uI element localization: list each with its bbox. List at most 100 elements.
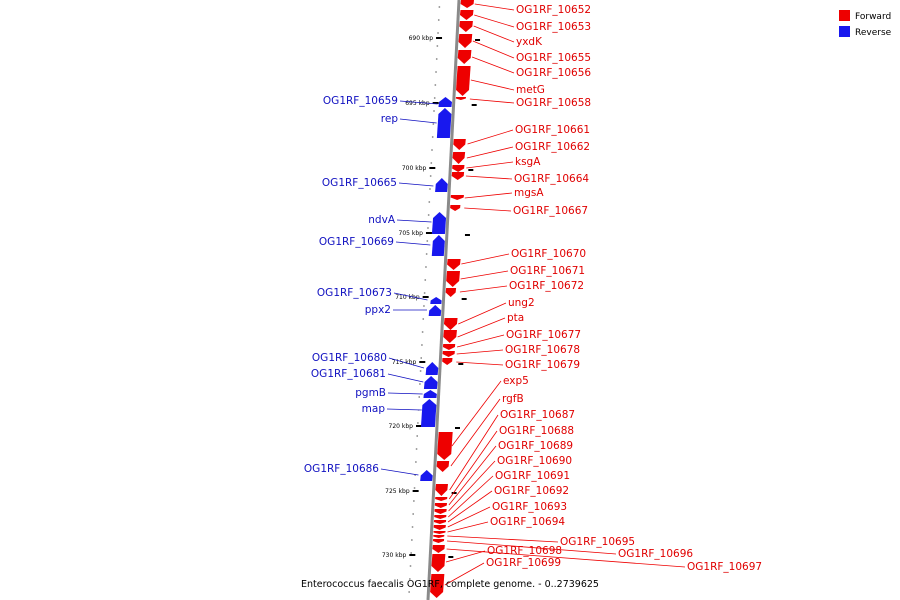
label-leader-forward	[447, 535, 559, 543]
legend-forward-label: Forward	[855, 12, 891, 22]
label-leader-forward	[444, 562, 485, 586]
gene-label-forward: OG1RF_10661	[515, 124, 590, 136]
gene-label-reverse: OG1RF_10686	[304, 463, 379, 475]
gene-forward	[435, 497, 448, 501]
gene-forward	[455, 97, 466, 100]
label-leader-forward	[447, 521, 489, 533]
tick-label: 695 kbp	[405, 100, 430, 107]
gene-forward	[437, 432, 453, 460]
gene-label-forward: OG1RF_10697	[687, 561, 762, 573]
label-leader-forward	[470, 79, 515, 91]
gene-forward	[433, 525, 446, 530]
gene-label-forward: OG1RF_10691	[495, 470, 570, 482]
label-leader-forward	[474, 14, 515, 28]
legend-forward-swatch	[839, 10, 850, 21]
gene-label-reverse: ppx2	[365, 304, 391, 316]
gene-label-forward: OG1RF_10696	[618, 548, 693, 560]
gene-forward	[430, 574, 445, 598]
label-leader-forward	[471, 56, 515, 74]
label-leader-forward	[473, 25, 515, 43]
gene-label-forward: OG1RF_10677	[506, 329, 581, 341]
gene-forward	[456, 66, 471, 96]
gene-label-forward: OG1RF_10658	[516, 97, 591, 109]
gene-label-forward: OG1RF_10690	[497, 455, 572, 467]
gene-forward	[451, 172, 465, 180]
gene-label-forward: OG1RF_10689	[498, 440, 573, 452]
gene-label-forward: rgfB	[502, 393, 524, 405]
gene-label-forward: yxdK	[516, 36, 543, 48]
label-leader-reverse	[393, 292, 428, 301]
label-leader-forward	[466, 161, 514, 169]
gene-forward	[435, 484, 448, 496]
gene-forward	[450, 195, 464, 200]
label-leader-reverse	[386, 408, 422, 411]
gene-forward	[432, 545, 445, 553]
gene-label-forward: OG1RF_10656	[516, 67, 591, 79]
gene-label-reverse: OG1RF_10673	[317, 287, 392, 299]
label-leader-forward	[451, 380, 502, 447]
gene-reverse	[431, 235, 445, 256]
gene-forward	[452, 152, 466, 164]
gene-label-forward: OG1RF_10662	[515, 141, 590, 153]
gene-forward	[433, 520, 447, 524]
gene-forward	[458, 34, 473, 48]
label-leader-forward	[448, 475, 494, 518]
gene-label-reverse: OG1RF_10669	[319, 236, 394, 248]
gene-reverse	[420, 399, 437, 427]
gene-label-forward: ung2	[508, 297, 535, 309]
label-leader-forward	[448, 430, 498, 500]
gene-forward	[433, 531, 446, 534]
label-leader-forward	[447, 490, 493, 523]
gene-forward	[453, 139, 466, 150]
label-leader-reverse	[380, 468, 419, 476]
gene-forward	[431, 554, 446, 572]
label-leader-reverse	[388, 357, 425, 369]
label-leader-forward	[449, 414, 499, 491]
gene-forward	[434, 509, 447, 514]
gene-forward	[447, 259, 461, 270]
label-leader-forward	[459, 285, 508, 293]
label-leader-forward	[446, 548, 686, 568]
gene-label-reverse: rep	[381, 113, 399, 125]
gene-label-forward: OG1RF_10670	[511, 248, 586, 260]
label-leader-forward	[472, 40, 515, 59]
tick-label: 725 kbp	[385, 488, 410, 495]
gene-label-forward: OG1RF_10699	[486, 557, 561, 569]
label-leader-forward	[445, 550, 486, 563]
gene-label-reverse: ndvA	[368, 214, 396, 226]
gene-forward	[442, 351, 455, 357]
gene-label-forward: OG1RF_10695	[560, 536, 635, 548]
gene-forward	[436, 461, 450, 472]
label-leader-reverse	[387, 373, 424, 383]
gene-label-forward: OG1RF_10698	[487, 545, 562, 557]
label-leader-forward	[456, 334, 505, 348]
label-leader-reverse	[387, 392, 423, 395]
gene-label-forward: OG1RF_10688	[499, 425, 574, 437]
gene-forward	[445, 288, 457, 297]
gene-label-forward: OG1RF_10671	[510, 265, 585, 277]
gene-forward	[432, 539, 445, 543]
gene-label-reverse: OG1RF_10681	[311, 368, 386, 380]
gene-label-reverse: pgmB	[355, 387, 386, 399]
gene-reverse	[420, 470, 433, 481]
gene-label-forward: OG1RF_10692	[494, 485, 569, 497]
gene-labels: OG1RF_10652 OG1RF_10653 yxdK OG1RF_10655 OG1…	[304, 4, 762, 573]
gene-forward	[442, 344, 456, 350]
label-leader-forward	[465, 175, 513, 180]
gene-label-reverse: OG1RF_10659	[323, 95, 398, 107]
gene-forward	[459, 10, 474, 20]
gene-reverse	[431, 212, 447, 234]
gene-forward	[442, 358, 453, 365]
gene-reverse	[436, 108, 452, 138]
label-leader-forward	[457, 317, 506, 338]
label-leader-forward	[460, 270, 509, 280]
legend-reverse-label: Reverse	[855, 28, 892, 38]
label-leader-forward	[447, 506, 491, 528]
gene-reverse	[423, 390, 437, 398]
label-leader-forward	[456, 349, 504, 355]
gene-forward	[434, 515, 447, 519]
gene-label-forward: metG	[516, 84, 545, 96]
label-leader-forward	[467, 129, 514, 145]
